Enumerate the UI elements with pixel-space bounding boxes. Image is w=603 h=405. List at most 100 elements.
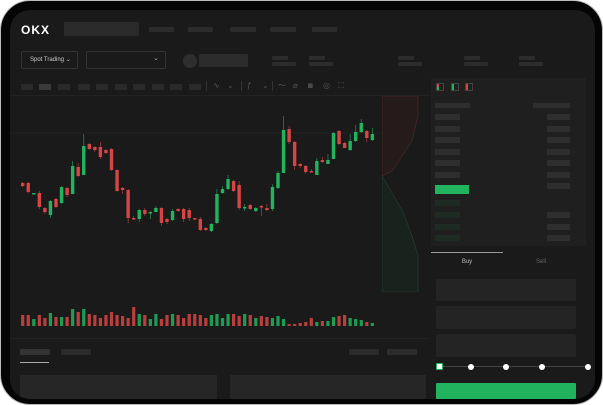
candle-body [187, 210, 191, 218]
candle-body [154, 208, 158, 212]
volume-bar [115, 315, 119, 326]
bid-row[interactable] [435, 224, 460, 230]
volume-bar [320, 321, 324, 326]
ask-row[interactable] [435, 172, 460, 178]
candle-body [259, 206, 264, 208]
slider-stop-25[interactable] [468, 364, 474, 370]
volume-bar [293, 324, 297, 326]
orderbook-header-amount [533, 103, 570, 108]
market-type-dropdown[interactable]: Spot Trading ⌄ [21, 51, 78, 69]
timeframe-button[interactable] [58, 84, 70, 90]
ruler-icon[interactable]: ⌀ [293, 81, 298, 90]
volume-bar [143, 315, 147, 326]
timeframe-button-active[interactable] [39, 84, 51, 90]
ask-row[interactable] [435, 149, 460, 155]
tab-buy[interactable]: Buy [461, 259, 473, 265]
amount-input[interactable] [436, 306, 576, 329]
candle-body [270, 187, 275, 209]
ask-row[interactable] [435, 126, 460, 132]
timeframe-button[interactable] [189, 84, 201, 90]
bid-amount [547, 212, 570, 218]
nav-item[interactable] [149, 27, 174, 32]
settings-icon[interactable]: ◎ [323, 81, 330, 90]
candle-body [331, 133, 336, 159]
volume-bar [331, 317, 336, 326]
filter-button[interactable] [349, 349, 379, 355]
slider-track[interactable] [441, 366, 589, 367]
volume-bar [121, 316, 125, 326]
ask-amount [547, 160, 570, 166]
tab-sell[interactable]: Sell [535, 259, 546, 265]
orderbook-asks-icon[interactable] [465, 83, 473, 91]
candle-body [204, 228, 208, 230]
pair-dropdown[interactable]: ⌄ [86, 51, 166, 69]
volume-bar [254, 318, 258, 326]
bid-row[interactable] [435, 235, 460, 241]
nav-item[interactable] [312, 27, 337, 32]
candle-body [120, 188, 125, 190]
timeframe-button[interactable] [152, 84, 164, 90]
candlestick-chart[interactable] [10, 96, 430, 336]
stat-label [398, 56, 414, 60]
slider-stop-75[interactable] [539, 364, 545, 370]
timeframe-button[interactable] [170, 84, 182, 90]
volume-bar [176, 315, 180, 326]
nav-item[interactable] [270, 27, 296, 32]
nav-item[interactable] [188, 27, 213, 32]
volume-bar [93, 315, 97, 326]
camera-icon[interactable]: ◙ [308, 81, 313, 90]
timeframe-button[interactable] [21, 84, 33, 90]
candle-body [298, 164, 302, 166]
candle-body [165, 219, 169, 222]
candle-body [315, 161, 319, 175]
fullscreen-icon[interactable]: ⛶ [338, 81, 344, 90]
timeframe-button[interactable] [133, 84, 145, 90]
search-bar[interactable] [64, 22, 139, 36]
chart-type-icon[interactable]: ∿ [213, 81, 220, 90]
slider-handle[interactable] [436, 363, 443, 370]
tab-order-history[interactable] [61, 349, 91, 355]
orderbook-both-icon[interactable] [436, 83, 444, 91]
candle-body [365, 131, 369, 138]
nav-item[interactable] [230, 27, 256, 32]
depth-bids-area [382, 175, 419, 292]
ask-row[interactable] [435, 114, 460, 120]
ask-row[interactable] [435, 160, 460, 166]
tab-open-orders[interactable] [20, 349, 50, 355]
depth-asks-area [382, 96, 419, 177]
ask-amount [547, 126, 570, 132]
price-input[interactable] [436, 279, 576, 301]
volume-bar [32, 319, 36, 326]
volume-bar [287, 324, 291, 326]
bid-row[interactable] [435, 200, 460, 206]
volume-bar [326, 321, 330, 326]
line-tool-icon[interactable]: 〜 [278, 81, 286, 90]
timeframe-button[interactable] [78, 84, 90, 90]
volume-bar [21, 315, 25, 326]
okx-logo[interactable]: OKX [21, 23, 51, 37]
slider-stop-100[interactable] [585, 364, 591, 370]
market-type-label: Spot Trading [30, 57, 65, 63]
stat-label [309, 56, 325, 60]
slider-stop-50[interactable] [503, 364, 509, 370]
bid-row[interactable] [435, 212, 460, 218]
coin-icon [183, 54, 197, 68]
buy-button[interactable] [436, 383, 576, 399]
filter-button[interactable] [387, 349, 417, 355]
orderbook-bids-icon[interactable] [451, 83, 459, 91]
timeframe-button[interactable] [96, 84, 108, 90]
candle-body [287, 129, 291, 142]
timeframe-button[interactable] [115, 84, 127, 90]
indicator-icon[interactable]: ƒ [247, 81, 252, 90]
divider [272, 81, 273, 91]
chevron-down-icon[interactable]: ⌄ [227, 81, 234, 90]
volume-bar [343, 315, 347, 326]
ask-row[interactable] [435, 137, 460, 143]
last-price-highlight [435, 185, 469, 194]
depth-chart [382, 96, 419, 292]
chevron-down-icon[interactable]: ⌄ [262, 81, 269, 90]
candle-body [115, 170, 119, 191]
total-input[interactable] [436, 334, 576, 357]
orders-panel [20, 375, 217, 399]
candle-body [326, 160, 330, 164]
